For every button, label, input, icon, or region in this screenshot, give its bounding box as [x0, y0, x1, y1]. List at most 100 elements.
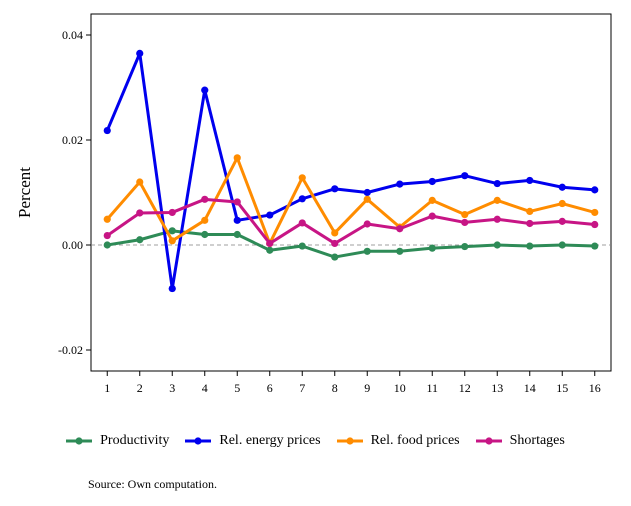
x-tick-label: 7 [299, 381, 305, 395]
data-point-productivity [103, 241, 111, 249]
data-point-rel-energy-prices [493, 179, 501, 188]
legend: Productivity Rel. energy prices Rel. food … [0, 430, 631, 452]
x-axis-ticks: 1 2 3 4 5 6 7 8 9 10 11 12 13 14 15 16 [104, 371, 601, 395]
data-point-productivity [526, 242, 534, 250]
y-axis-ticks: -0.02 0.00 0.02 0.04 [58, 28, 91, 357]
legend-key-rel-energy-prices [185, 437, 212, 445]
y-axis-title: Percent [15, 167, 34, 218]
data-point-shortages [201, 195, 209, 203]
x-tick-label: 14 [524, 381, 536, 395]
legend-key-productivity [66, 437, 93, 445]
data-point-productivity [298, 242, 306, 250]
data-point-rel-energy-prices [558, 183, 566, 191]
data-point-rel-energy-prices [428, 177, 436, 186]
data-point-productivity [233, 230, 241, 239]
data-point-shortages [363, 220, 371, 228]
series-line-rel-food-prices [106, 156, 596, 245]
x-tick-label: 12 [459, 381, 471, 395]
data-point-shortages [461, 218, 469, 227]
data-point-productivity [558, 241, 566, 249]
legend-label: Productivity [100, 433, 170, 448]
data-point-shortages [558, 217, 566, 225]
data-point-rel-food-prices [428, 196, 436, 204]
data-point-productivity [428, 244, 436, 252]
series-layer [103, 49, 599, 293]
data-point-rel-food-prices [363, 195, 371, 203]
data-point-rel-food-prices [233, 154, 241, 162]
chart: -0.020.000.020.04 1 2 3 4 5 6 7 8 9 10 11 12 13 14 15 1… [15, 13, 612, 395]
x-tick-label: 16 [589, 381, 601, 395]
data-point-productivity [331, 253, 339, 261]
data-point-shortages [396, 225, 404, 233]
data-point-rel-food-prices [558, 199, 566, 208]
data-point-rel-energy-prices [103, 126, 111, 135]
data-point-productivity [266, 246, 274, 254]
data-point-shortages [266, 239, 274, 248]
series-productivity [103, 227, 599, 261]
data-point-rel-energy-prices [298, 195, 306, 203]
legend-label: Rel. energy prices [219, 433, 321, 448]
legend-item-rel-food-prices: Rel. food prices [336, 433, 460, 449]
data-point-productivity [363, 247, 371, 255]
data-point-productivity [461, 242, 469, 251]
data-point-rel-food-prices [136, 178, 144, 186]
data-point-rel-energy-prices [136, 49, 144, 57]
x-tick-label: 15 [556, 381, 568, 395]
data-point-rel-food-prices [461, 210, 469, 219]
data-point-rel-food-prices [103, 215, 111, 223]
legend-label: Rel. food prices [370, 433, 460, 448]
series-rel-energy-prices [103, 49, 599, 293]
x-tick-label: 2 [137, 381, 143, 395]
data-point-rel-food-prices [298, 174, 306, 182]
data-point-rel-food-prices [168, 237, 176, 245]
data-point-productivity [396, 247, 404, 255]
data-point-rel-energy-prices [331, 185, 339, 193]
data-point-rel-food-prices [331, 229, 339, 237]
legend-label: Shortages [509, 433, 565, 448]
x-tick-label: 11 [426, 381, 438, 395]
x-tick-label: 1 [104, 381, 110, 395]
series-line-rel-energy-prices [105, 51, 595, 291]
x-tick-label: 5 [234, 381, 240, 395]
data-point-rel-food-prices [526, 207, 534, 215]
plot-frame [90, 13, 612, 372]
x-tick-label: 10 [394, 381, 406, 395]
x-tick-label: 9 [364, 381, 370, 395]
x-tick-label: 4 [202, 381, 208, 395]
data-point-rel-energy-prices [233, 216, 241, 224]
legend-key-rel-food-prices [336, 437, 363, 445]
data-point-productivity [201, 230, 209, 239]
legend-item-shortages: Shortages [475, 433, 565, 449]
data-point-rel-energy-prices [396, 180, 404, 188]
data-point-productivity [493, 241, 501, 249]
data-point-rel-energy-prices [266, 211, 274, 219]
data-point-rel-energy-prices [363, 188, 371, 197]
data-point-shortages [493, 215, 501, 223]
x-tick-label: 13 [491, 381, 503, 395]
data-point-shortages [168, 208, 176, 217]
data-point-rel-energy-prices [526, 176, 534, 185]
data-point-productivity [136, 236, 144, 244]
y-tick-label: 0.02 [62, 133, 83, 147]
data-point-rel-food-prices [493, 196, 501, 204]
data-point-shortages [136, 209, 144, 217]
x-tick-label: 3 [169, 381, 175, 395]
series-shortages [103, 195, 599, 248]
x-tick-label: 8 [332, 381, 338, 395]
x-tick-label: 6 [267, 381, 273, 395]
data-point-shortages [233, 198, 241, 206]
series-line-productivity [107, 229, 595, 259]
data-point-productivity [168, 227, 176, 235]
data-point-shortages [526, 219, 534, 228]
series-line-shortages [106, 197, 595, 245]
data-point-rel-food-prices [201, 216, 209, 224]
y-tick-label: 0.00 [62, 238, 83, 252]
data-point-rel-energy-prices [168, 284, 176, 293]
y-tick-label: 0.04 [62, 28, 83, 42]
data-point-shortages [331, 239, 339, 248]
data-point-shortages [298, 219, 306, 227]
data-point-rel-energy-prices [591, 186, 599, 194]
data-point-rel-energy-prices [201, 86, 209, 94]
data-point-shortages [103, 231, 111, 240]
y-tick-label: -0.02 [58, 343, 83, 357]
